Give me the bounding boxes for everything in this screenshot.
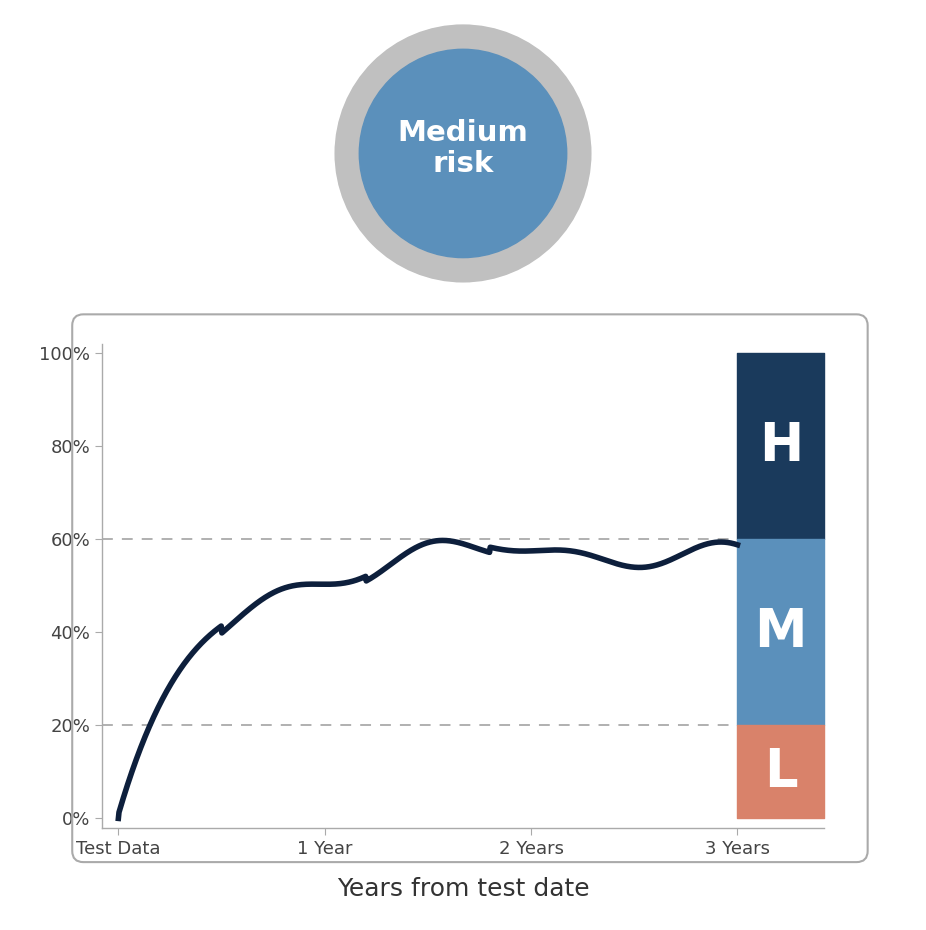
Circle shape xyxy=(341,31,585,276)
Text: L: L xyxy=(764,746,797,798)
Text: Medium
risk: Medium risk xyxy=(397,119,529,179)
Circle shape xyxy=(335,25,591,282)
Circle shape xyxy=(350,40,576,267)
Circle shape xyxy=(335,25,591,282)
Circle shape xyxy=(347,37,579,270)
Text: M: M xyxy=(755,606,807,658)
Circle shape xyxy=(344,33,582,273)
X-axis label: Years from test date: Years from test date xyxy=(337,877,589,901)
Text: H: H xyxy=(758,420,803,472)
Circle shape xyxy=(353,43,573,264)
Circle shape xyxy=(356,46,570,261)
Circle shape xyxy=(338,28,588,279)
Circle shape xyxy=(359,49,567,258)
